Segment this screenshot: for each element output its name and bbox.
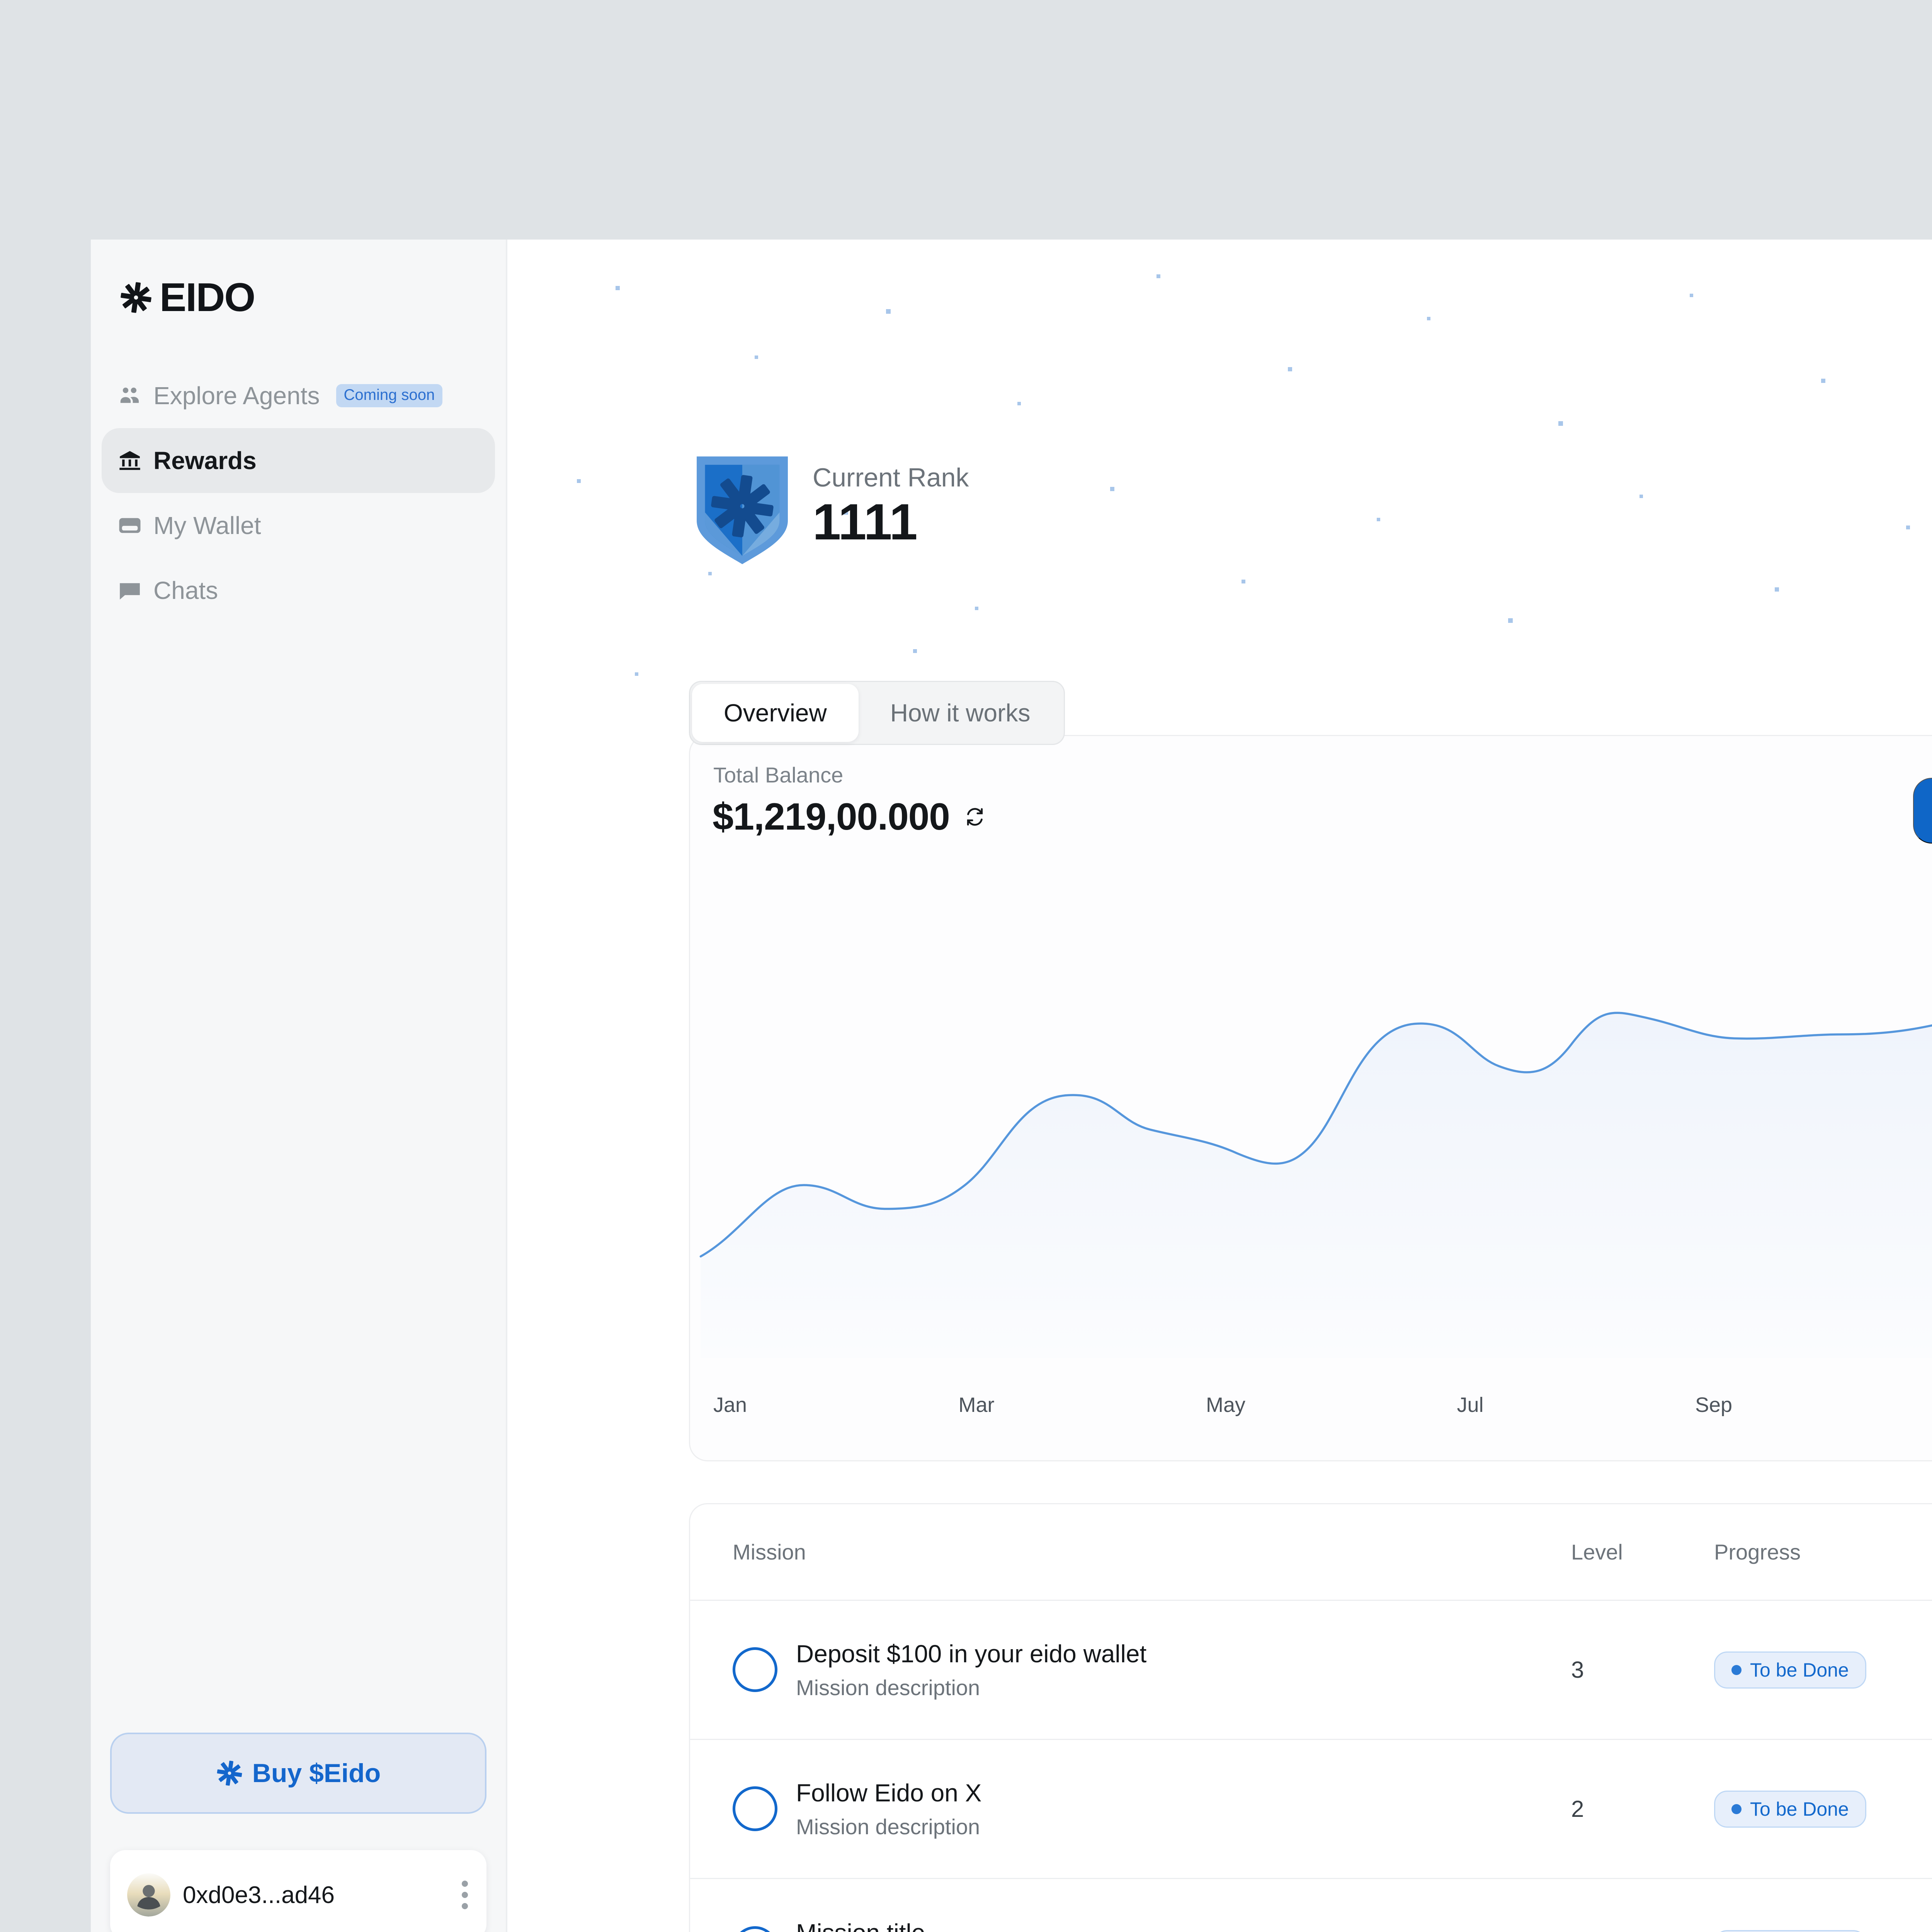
sidebar-item-chats[interactable]: Chats <box>102 558 495 623</box>
mission-checkbox[interactable] <box>733 1926 777 1932</box>
table-row[interactable]: Follow Eido on X Mission description 2 T… <box>690 1740 1932 1879</box>
balance-chart-card: Total Balance $1,219,00.000 Deposit With… <box>689 735 1932 1461</box>
sidebar-nav: Explore Agents Coming soon Rewards <box>91 363 506 623</box>
mission-checkbox[interactable] <box>733 1786 777 1832</box>
axis-tick: Sep <box>1695 1393 1733 1417</box>
mission-title: Follow Eido on X <box>796 1779 982 1807</box>
sidebar-item-rewards[interactable]: Rewards <box>102 428 495 493</box>
refresh-icon[interactable] <box>963 805 987 829</box>
wallet-address: 0xd0e3...ad46 <box>183 1881 335 1908</box>
chat-bubble-icon <box>120 583 140 600</box>
brand-name: EIDO <box>160 275 255 320</box>
wallet-card-icon <box>119 518 141 533</box>
balance-actions: Deposit Withdraw <box>1913 778 1932 844</box>
status-badge-label: To be Done <box>1750 1659 1849 1681</box>
chart-x-axis: Jan Mar May Jul Sep Nov Dec <box>690 1393 1932 1417</box>
table-row[interactable]: Mission title Mission description 1 To b… <box>690 1879 1932 1932</box>
tab-label: How it works <box>890 699 1031 727</box>
sidebar: EIDO Explore Agents Coming soon <box>91 240 507 1932</box>
total-balance-label: Total Balance <box>713 763 844 787</box>
status-badge: To be Done <box>1714 1651 1866 1689</box>
tab-overview[interactable]: Overview <box>692 684 859 742</box>
eido-flower-logo-icon <box>217 1760 242 1786</box>
status-dot-icon <box>1731 1804 1742 1814</box>
sidebar-item-label: Rewards <box>153 447 257 474</box>
sidebar-item-label: Chats <box>153 577 218 604</box>
mission-checkbox[interactable] <box>733 1647 777 1692</box>
sidebar-footer: Buy $Eido 0xd0e3...ad46 <box>91 1733 506 1932</box>
buy-eido-button[interactable]: Buy $Eido <box>110 1733 486 1814</box>
current-rank-label: Current Rank <box>813 463 969 492</box>
wallet-address-chip[interactable]: 0xd0e3...ad46 <box>110 1850 486 1932</box>
sidebar-item-label: My Wallet <box>153 512 261 539</box>
axis-tick: Jul <box>1457 1393 1484 1417</box>
table-row[interactable]: Deposit $100 in your eido wallet Mission… <box>690 1601 1932 1740</box>
kebab-menu-icon[interactable] <box>460 1881 469 1909</box>
status-badge-label: To be Done <box>1750 1798 1849 1820</box>
axis-tick: Mar <box>958 1393 995 1417</box>
app-window: EIDO Explore Agents Coming soon <box>91 240 1932 1932</box>
bank-icon <box>119 451 140 470</box>
people-icon <box>120 388 139 403</box>
current-rank-value: 1111 <box>813 493 918 550</box>
balance-area-chart <box>690 902 1932 1358</box>
deposit-button[interactable]: Deposit <box>1913 778 1932 844</box>
buy-eido-label: Buy $Eido <box>252 1759 381 1788</box>
tab-label: Overview <box>724 699 827 727</box>
brand-logo[interactable]: EIDO <box>91 240 506 318</box>
current-rank-block: Current Rank 1111 <box>690 448 969 564</box>
coming-soon-badge: Coming soon <box>336 384 443 407</box>
column-header-progress: Progress <box>1714 1540 1801 1564</box>
column-header-level: Level <box>1571 1540 1623 1564</box>
tab-how-it-works[interactable]: How it works <box>859 684 1062 742</box>
avatar <box>127 1873 170 1917</box>
mission-level: 3 <box>1571 1657 1584 1683</box>
total-balance-value: $1,219,00.000 <box>713 795 950 838</box>
axis-tick: May <box>1206 1393 1245 1417</box>
table-header-row: Mission Level Progress CTA <box>690 1504 1932 1601</box>
missions-table: Mission Level Progress CTA Deposit $100 … <box>689 1503 1932 1932</box>
column-header-mission: Mission <box>733 1540 806 1564</box>
status-badge: To be Done <box>1714 1930 1866 1932</box>
mission-description: Mission description <box>796 1675 980 1700</box>
mission-level: 2 <box>1571 1796 1584 1822</box>
sidebar-item-explore-agents[interactable]: Explore Agents Coming soon <box>102 363 495 428</box>
shield-badge-icon <box>697 456 788 564</box>
status-badge: To be Done <box>1714 1790 1866 1828</box>
mission-title: Deposit $100 in your eido wallet <box>796 1640 1147 1668</box>
axis-tick: Jan <box>713 1393 747 1417</box>
mission-title: Mission title <box>796 1918 980 1932</box>
mission-description: Mission description <box>796 1814 980 1839</box>
status-dot-icon <box>1731 1665 1742 1675</box>
sidebar-item-label: Explore Agents <box>153 382 320 410</box>
sidebar-item-my-wallet[interactable]: My Wallet <box>102 493 495 558</box>
main-content: New Chat <box>507 240 1932 1932</box>
eido-flower-logo-icon <box>121 282 151 313</box>
tab-group: Overview How it works <box>689 681 1065 745</box>
total-balance-row: $1,219,00.000 <box>713 795 987 838</box>
